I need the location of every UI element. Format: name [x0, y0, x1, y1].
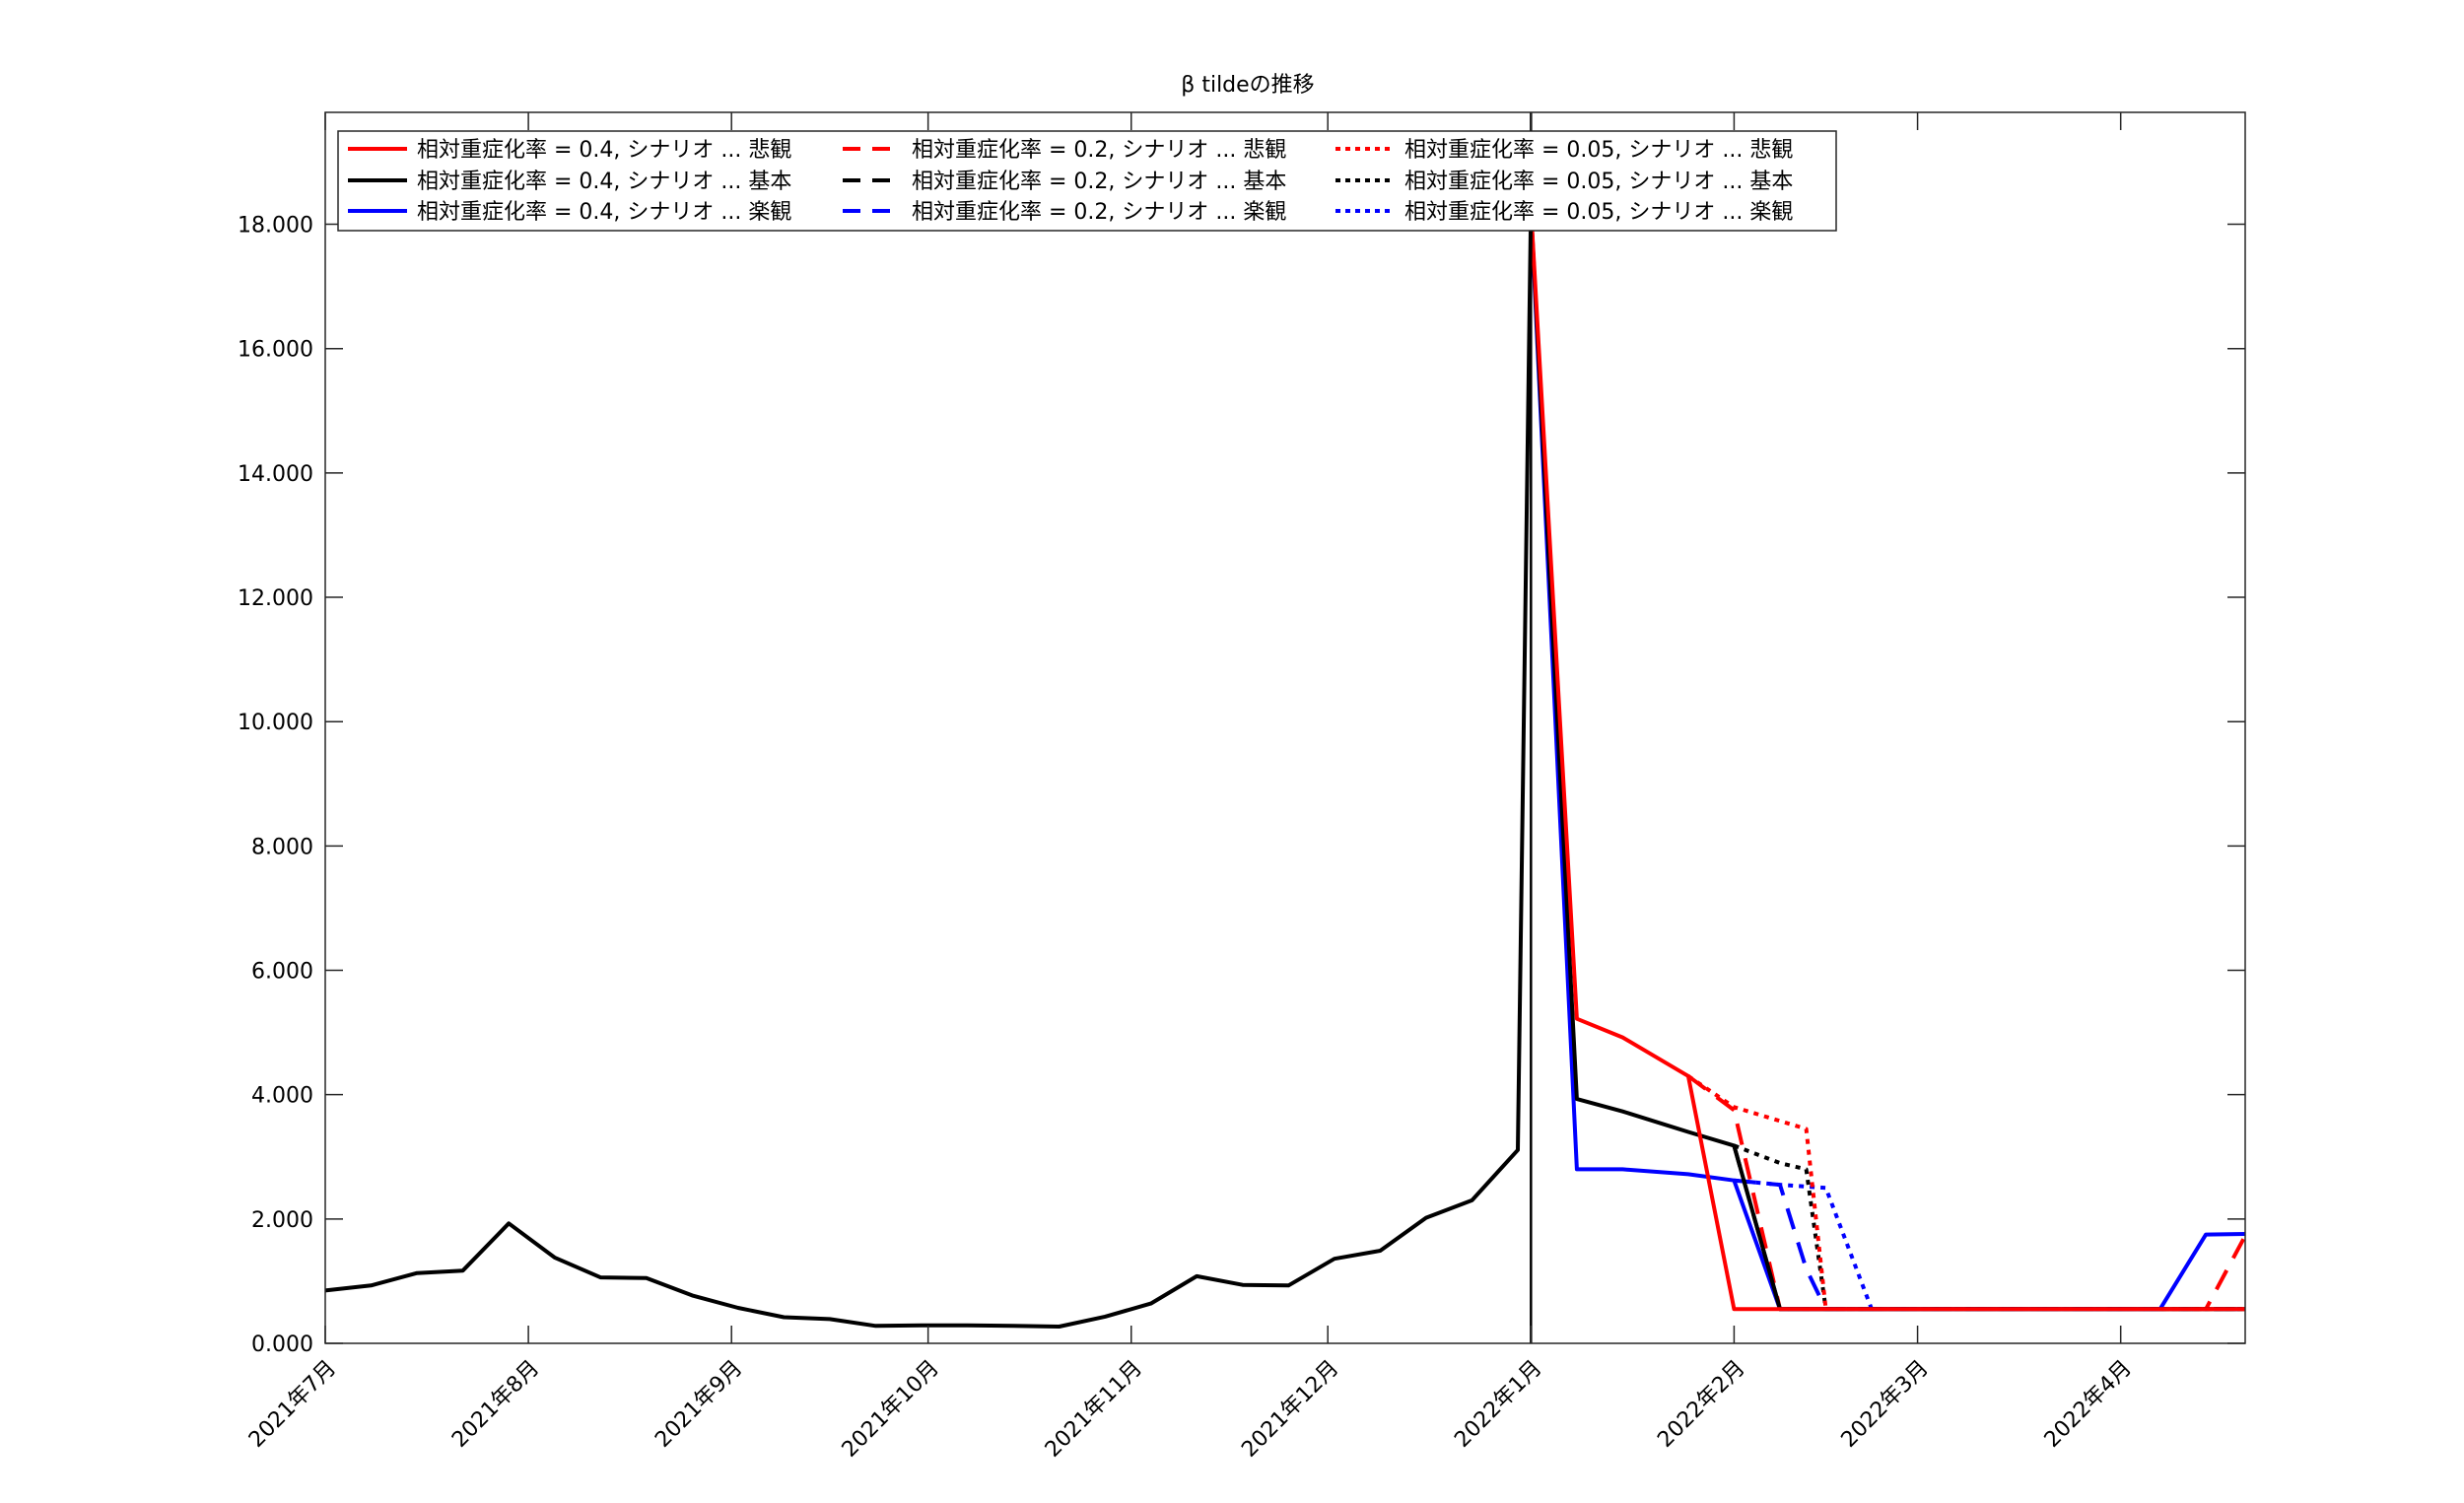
x-tick-label: 2021年10月	[838, 1356, 944, 1463]
x-tick-label: 2021年9月	[650, 1356, 747, 1453]
legend-label: 相対重症化率 = 0.4, シナリオ ... 楽観	[417, 200, 791, 225]
y-tick-label: 0.000	[251, 1332, 313, 1357]
plot-area	[324, 112, 2247, 1343]
y-tick-label: 4.000	[251, 1084, 313, 1109]
legend-box	[337, 130, 1837, 232]
x-tick-label: 2022年4月	[2040, 1356, 2137, 1453]
history-line	[324, 208, 1534, 1329]
legend-label: 相対重症化率 = 0.2, シナリオ ... 基本	[912, 170, 1286, 194]
x-tick-label: 2021年11月	[1041, 1356, 1147, 1463]
series-line-6	[1734, 1178, 2245, 1312]
x-tick-label: 2021年7月	[244, 1356, 341, 1453]
y-tick-label: 8.000	[251, 835, 313, 859]
y-tick-label: 12.000	[238, 586, 313, 611]
series-line-3	[1529, 208, 2246, 1312]
legend-label: 相対重症化率 = 0.2, シナリオ ... 楽観	[912, 200, 1286, 225]
x-tick-label: 2021年8月	[447, 1356, 544, 1453]
legend-label: 相対重症化率 = 0.4, シナリオ ... 基本	[417, 170, 791, 194]
x-tick-label: 2022年2月	[1653, 1356, 1749, 1453]
legend-label: 相対重症化率 = 0.2, シナリオ ... 悲観	[912, 138, 1286, 163]
y-tick-label: 16.000	[238, 338, 313, 363]
x-tick-label: 2021年12月	[1237, 1356, 1343, 1463]
y-tick-label: 2.000	[251, 1208, 313, 1233]
x-tick-label: 2022年1月	[1450, 1356, 1546, 1453]
y-tick-label: 18.000	[238, 214, 313, 239]
y-tick-label: 10.000	[238, 711, 313, 735]
series-line-8	[1733, 1143, 2245, 1312]
series-line-5	[1732, 1144, 2245, 1312]
axes: 0.000 2.000 4.000 6.000 8.000 10.000 12.000 14.…	[238, 111, 2246, 1463]
legend-label: 相対重症化率 = 0.4, シナリオ ... 悲観	[417, 138, 791, 163]
legend-label: 相対重症化率 = 0.05, シナリオ ... 楽観	[1404, 200, 1793, 225]
axes-box	[324, 111, 2246, 1344]
x-tick-label: 2022年3月	[1837, 1356, 1934, 1453]
legend-label: 相対重症化率 = 0.05, シナリオ ... 基本	[1404, 170, 1793, 194]
y-tick-label: 14.000	[238, 462, 313, 487]
y-tick-label: 6.000	[251, 960, 313, 985]
chart-title: β tildeの推移	[1181, 73, 1314, 98]
series-line-2	[1529, 208, 2245, 1312]
series-line-1	[1529, 208, 2245, 1312]
legend-label: 相対重症化率 = 0.05, シナリオ ... 悲観	[1404, 138, 1793, 163]
series-line-9	[1734, 1178, 2245, 1312]
